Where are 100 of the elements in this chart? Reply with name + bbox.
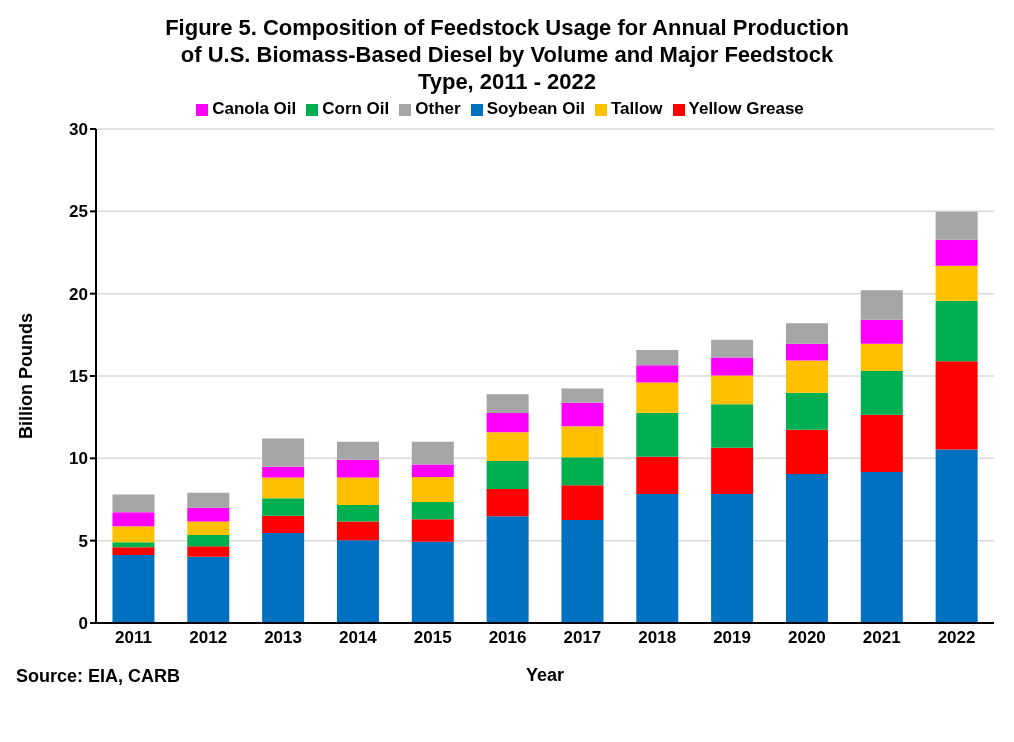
bar [711,494,754,623]
bar [860,414,903,472]
y-tick-label: 20 [69,284,88,304]
y-tick-label: 25 [69,202,88,222]
bar [935,361,978,450]
bar [561,426,604,458]
bar [411,464,454,477]
bar [561,402,604,427]
y-tick-label: 0 [78,614,88,634]
bar [112,494,155,513]
bar [411,519,454,542]
bar [112,547,155,555]
legend-label: Other [415,99,461,118]
x-tick-label: 2011 [114,628,152,648]
x-tick-label: 2020 [788,628,826,648]
bar [187,546,230,557]
y-tick-label: 15 [69,367,88,387]
bar [860,290,903,320]
bar [935,265,978,301]
legend-label: Soybean Oil [486,99,585,118]
x-tick-label: 2021 [862,628,901,648]
bar [636,365,679,383]
bar [411,476,454,502]
bar [486,460,529,489]
bar [636,382,679,413]
x-tick-label: 2014 [339,628,378,648]
bar [785,360,828,393]
legend-label: Canola Oil [212,99,297,118]
x-tick-label: 2017 [563,628,602,648]
bar [112,526,155,543]
bar [785,473,828,623]
x-tick-label: 2012 [189,628,228,648]
bar [711,375,754,405]
bar [711,339,754,358]
y-tick-label: 30 [69,120,88,140]
chart-title: Figure 5. Composition of Feedstock Usage for Annual Production of U.S. Biomass-Based Diesel by Volume and Major Feedstock Type, 2011 - 2022 [164,14,850,95]
bar [860,371,903,415]
bar [785,343,828,361]
bar [262,466,305,478]
bar [187,521,230,536]
bar [860,319,903,344]
y-tick-label: 10 [69,449,88,469]
x-tick-label: 2018 [638,628,677,648]
x-tick-label: 2013 [264,628,302,648]
bar [486,413,529,433]
bar [336,540,379,623]
bar [935,211,978,240]
bar [860,343,903,372]
bar [187,507,230,522]
y-axis-title: Billion Pounds [16,313,37,439]
bar [636,349,679,366]
y-tick-label: 5 [78,531,88,551]
bar [711,357,754,376]
x-tick-label: 2016 [488,628,527,648]
bar [935,449,978,623]
source-note: Source: EIA, CARB [16,666,181,687]
x-tick-label: 2022 [937,628,976,648]
bar [262,477,305,499]
bar [336,459,379,478]
bar [262,532,305,623]
bar [262,438,305,467]
bar [411,541,454,623]
x-tick-label: 2015 [413,628,452,648]
bar [561,457,604,486]
bar [636,412,679,457]
bar [187,556,230,623]
bar [561,485,604,521]
bar [187,492,230,508]
bar [636,494,679,623]
bar [187,535,230,547]
bar [561,520,604,623]
bar [785,323,828,344]
bar [486,516,529,623]
bar [785,429,828,474]
bar [486,432,529,461]
bar [411,501,454,520]
bar [711,404,754,448]
bar [561,388,604,403]
bar [336,441,379,460]
bar [486,394,529,414]
bar [112,554,155,623]
bar [860,472,903,623]
bar [262,515,305,533]
bar [336,477,379,505]
bar [112,512,155,527]
bar [785,392,828,430]
bar [262,498,305,516]
bar [711,447,754,495]
bar [411,441,454,465]
bar [636,456,679,495]
bar [935,300,978,362]
x-tick-label: 2019 [713,628,751,648]
legend-label: Corn Oil [322,99,390,118]
bar [486,488,529,517]
legend-label: Tallow [610,99,663,118]
bar [935,239,978,266]
bar [336,521,379,541]
legend-label: Yellow Grease [688,99,804,118]
bar [112,542,155,548]
bar [336,504,379,522]
